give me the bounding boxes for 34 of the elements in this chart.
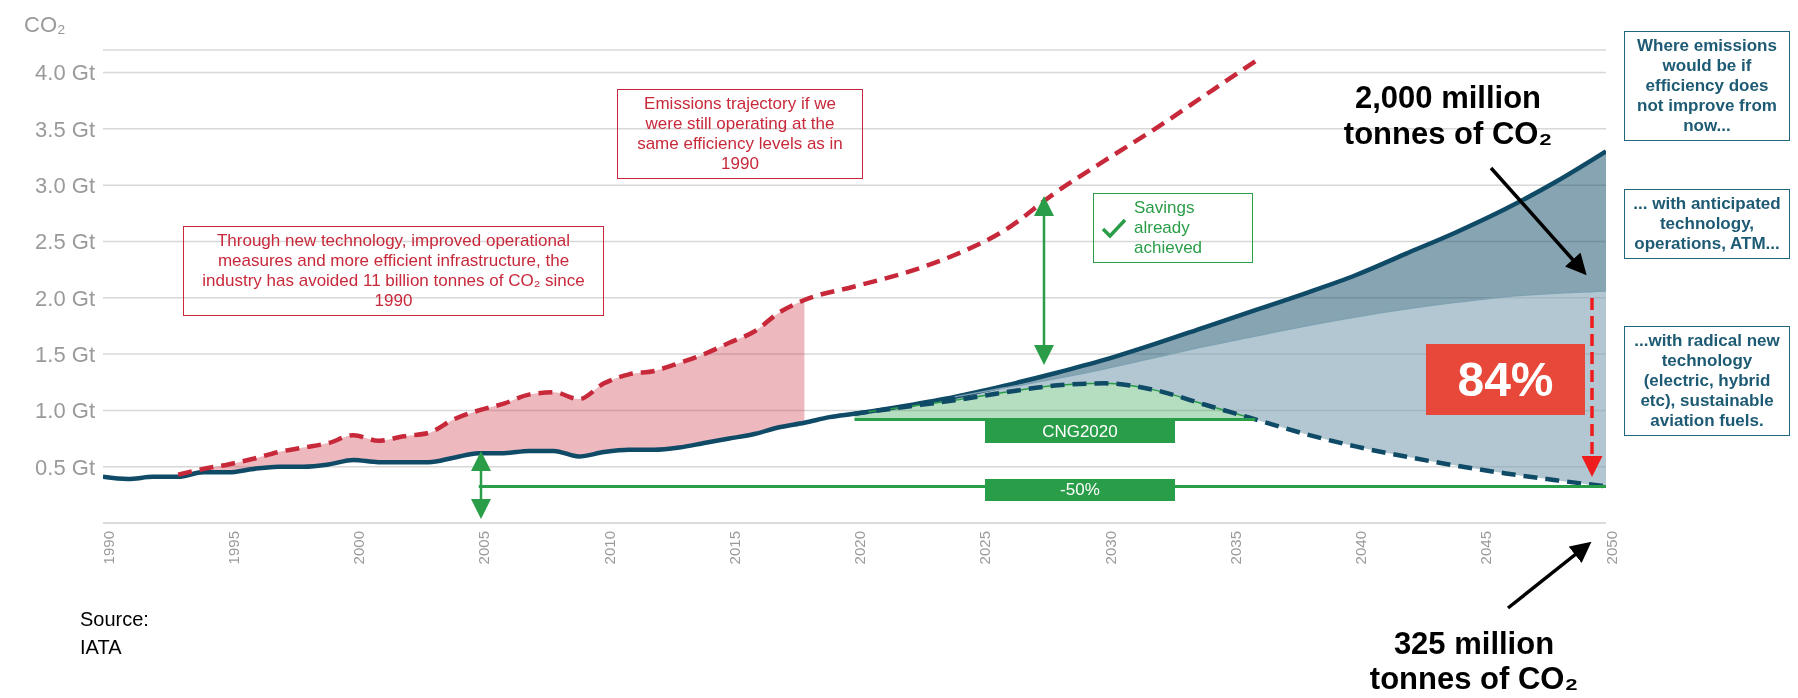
label-tag: CNG2020 [984,421,1175,444]
x-tick-label: 2015 [725,531,743,565]
x-tick-label: 2020 [851,531,869,565]
annotation: 2,000 million tonnes of CO₂ [1342,80,1554,152]
label-tag: -50% [984,479,1175,502]
text: Where emissions would be if efficiency does not improve from now... [1624,31,1790,141]
text: ... with anticipated technology, operations, ATM... [1624,189,1790,259]
annotation: 84% [1426,344,1585,415]
x-tick-label: 2005 [475,531,493,565]
annotation: Savings already achieved [1134,198,1204,258]
x-tick-label: 2045 [1477,531,1495,565]
x-tick-label: 1990 [99,531,117,565]
x-tick-label: 2010 [600,531,618,565]
y-tick-label: 2.5 Gt [35,229,95,255]
text: ...with radical new technology (electric, hybrid etc), sustainable aviation fuels. [1624,326,1790,436]
y-tick-label: 3.5 Gt [35,116,95,142]
annotation: Through new technology, improved operational measures and more efficient infrastructure, the industry has avoided 11 billion tonnes of CO₂ since 1990 [183,226,604,316]
y-axis-title: CO₂ [24,12,66,38]
source-note: Source: IATA [80,607,150,660]
x-tick-label: 1995 [224,531,242,565]
y-tick-label: 3.0 Gt [35,172,95,198]
y-tick-label: 2.0 Gt [35,285,95,311]
annotation: Emissions trajectory if we were still operating at the same efficiency levels as in 1990 [617,89,863,179]
text: 325 million tonnes of CO₂ [1368,626,1580,696]
y-tick-label: 0.5 Gt [35,454,95,480]
x-tick-label: 2025 [976,531,994,565]
y-tick-label: 1.5 Gt [35,341,95,367]
x-tick-label: 2040 [1352,531,1370,565]
x-tick-label: 2030 [1101,531,1119,565]
x-tick-label: 2050 [1602,531,1620,565]
x-tick-label: 2000 [350,531,368,565]
y-tick-label: 4.0 Gt [35,60,95,86]
x-tick-label: 2035 [1226,531,1244,565]
y-tick-label: 1.0 Gt [35,398,95,424]
